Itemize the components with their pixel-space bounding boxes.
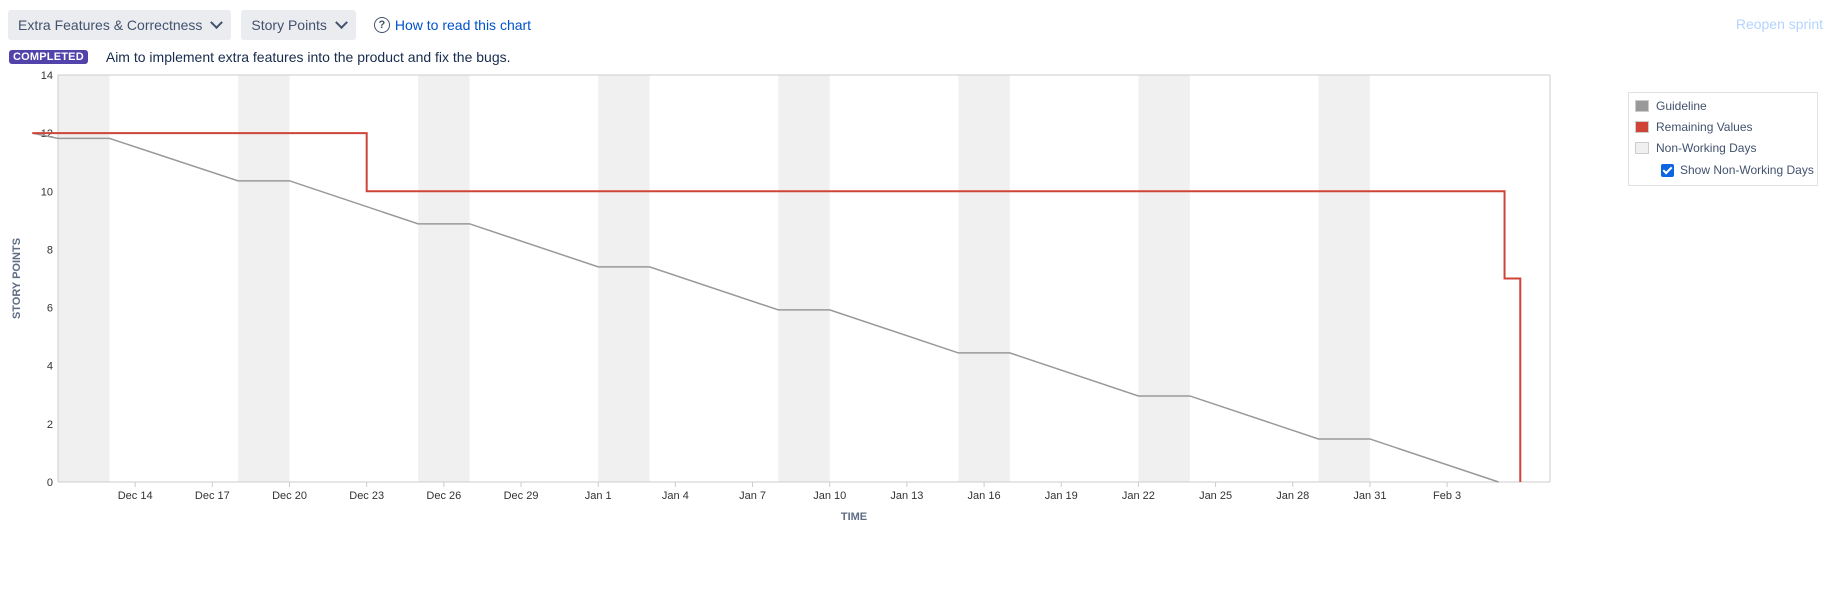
y-tick-label: 8 [47,244,53,256]
sprint-select-label: Extra Features & Correctness [18,17,203,33]
x-tick-label: Jan 4 [662,490,689,502]
y-tick-label: 4 [47,361,53,373]
sprint-status-row: COMPLETED Aim to implement extra feature… [9,49,511,65]
legend-swatch-remaining [1635,121,1649,133]
x-tick-label: Jan 10 [813,490,846,502]
non-working-band [418,75,470,482]
x-tick-label: Jan 22 [1122,490,1155,502]
how-to-read-link[interactable]: ? How to read this chart [373,17,532,33]
status-badge: COMPLETED [9,50,88,64]
estimate-select[interactable]: Story Points [241,10,356,40]
non-working-band [58,75,110,482]
show-nonworking-toggle[interactable]: Show Non-Working Days [1661,163,1814,177]
checkbox-checked-icon[interactable] [1661,163,1674,177]
y-tick-label: 10 [41,186,53,198]
help-icon: ? [373,17,390,33]
x-tick-label: Jan 31 [1353,490,1386,502]
y-axis-title: STORY POINTS [11,238,23,319]
x-axis-title: TIME [841,511,867,523]
non-working-band [598,75,650,482]
show-nonworking-label: Show Non-Working Days [1680,163,1814,177]
reopen-sprint-button[interactable]: Reopen sprint [1735,16,1823,32]
y-tick-label: 0 [47,477,53,489]
sprint-goal: Aim to implement extra features into the… [105,49,511,65]
legend-item-remaining: Remaining Values [1635,120,1753,134]
legend-label-guideline: Guideline [1656,99,1707,113]
non-working-band [778,75,830,482]
estimate-select-label: Story Points [251,17,327,33]
chart-legend: Guideline Remaining Values Non-Working D… [1628,92,1818,186]
legend-label-remaining: Remaining Values [1656,120,1753,134]
x-tick-label: Jan 1 [585,490,612,502]
x-tick-label: Dec 17 [195,490,230,502]
x-tick-label: Feb 3 [1433,490,1461,502]
x-tick-label: Dec 29 [504,490,539,502]
x-tick-label: Dec 14 [118,490,153,502]
y-tick-label: 14 [41,70,53,82]
x-tick-label: Jan 25 [1199,490,1232,502]
legend-swatch-nonworking [1635,142,1649,154]
x-tick-label: Jan 19 [1045,490,1078,502]
sprint-select[interactable]: Extra Features & Correctness [8,10,232,40]
guideline-series [32,132,1499,483]
x-tick-label: Jan 13 [890,490,923,502]
x-tick-label: Dec 23 [349,490,384,502]
x-tick-label: Jan 28 [1276,490,1309,502]
y-tick-label: 6 [47,303,53,315]
y-tick-label: 2 [47,419,53,431]
legend-swatch-guideline [1635,100,1649,112]
non-working-band [958,75,1010,482]
non-working-band [1318,75,1370,482]
remaining-values-series [32,132,1522,482]
non-working-band [238,75,290,482]
x-tick-label: Dec 20 [272,490,307,502]
legend-item-guideline: Guideline [1635,99,1707,113]
x-tick-label: Jan 7 [739,490,766,502]
non-working-band [1138,75,1190,482]
legend-item-nonworking: Non-Working Days [1635,141,1756,155]
how-to-read-label: How to read this chart [394,17,532,33]
x-tick-label: Jan 16 [968,490,1001,502]
chart-toolbar: Extra Features & Correctness Story Point… [8,10,531,40]
legend-label-nonworking: Non-Working Days [1656,141,1757,155]
x-tick-label: Dec 26 [426,490,461,502]
